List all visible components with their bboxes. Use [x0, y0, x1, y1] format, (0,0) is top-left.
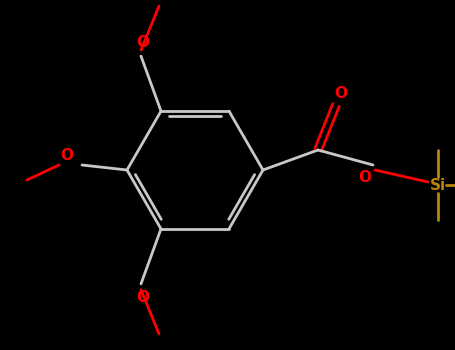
Text: O: O	[136, 290, 150, 306]
Text: Si: Si	[430, 177, 446, 192]
Text: O: O	[334, 85, 348, 100]
Text: O: O	[136, 35, 150, 50]
Text: O: O	[359, 169, 371, 184]
Text: O: O	[61, 147, 74, 162]
